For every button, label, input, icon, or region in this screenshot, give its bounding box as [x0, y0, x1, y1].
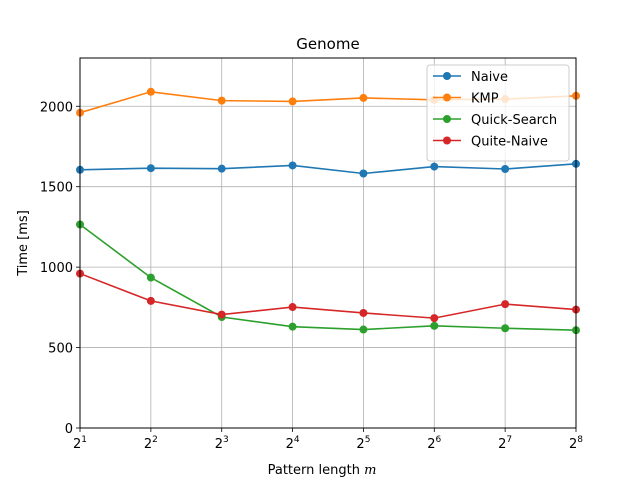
data-point-quite-naive — [288, 303, 297, 312]
x-tick-label: 25 — [356, 435, 370, 452]
x-tick-base: 2 — [144, 437, 152, 452]
x-tick-exponent: 5 — [365, 435, 371, 445]
x-tick-exponent: 2 — [152, 435, 158, 445]
legend-marker-quite-naive — [443, 136, 451, 145]
legend-label-quite-naive: Quite-Naive — [471, 135, 548, 150]
legend-label-kmp: KMP — [471, 92, 499, 107]
data-point-naive — [146, 164, 155, 173]
data-point-kmp — [359, 93, 368, 102]
data-point-quite-naive — [217, 310, 226, 319]
legend: Naive KMP Quick-Search Quite-Naive — [426, 64, 570, 162]
series-line-naive — [79, 163, 577, 175]
data-point-naive — [359, 169, 368, 178]
data-point-quick-search — [359, 325, 368, 334]
data-point-naive — [288, 161, 297, 170]
data-point-quick-search — [288, 322, 297, 331]
x-axis-title-variable: m — [364, 463, 376, 478]
data-point-quite-naive — [501, 300, 510, 309]
legend-marker-quick-search — [443, 115, 451, 123]
x-tick-base: 2 — [498, 437, 506, 452]
legend-item-quite-naive: Quite-Naive — [433, 135, 548, 150]
x-tick-exponent: 3 — [223, 435, 229, 445]
x-tick-exponent: 1 — [81, 435, 87, 445]
data-point-quick-search — [501, 324, 510, 333]
x-tick-label: 27 — [498, 435, 512, 452]
y-tick-label: 1000 — [40, 261, 73, 276]
data-point-quick-search — [146, 273, 155, 282]
data-point-quite-naive — [359, 308, 368, 317]
data-point-quite-naive — [430, 314, 439, 323]
data-point-quick-search — [430, 321, 439, 330]
y-axis-title: Time [ms] — [16, 210, 31, 277]
legend-marker-kmp — [443, 93, 451, 102]
data-point-quite-naive — [146, 296, 155, 305]
x-tick-label: 22 — [144, 435, 158, 452]
y-tick-label: 0 — [65, 422, 73, 437]
x-tick-label: 28 — [569, 435, 583, 452]
x-tick-exponent: 8 — [577, 435, 583, 445]
legend-box — [426, 64, 570, 162]
data-point-kmp — [288, 97, 297, 106]
data-point-kmp — [217, 96, 226, 105]
x-tick-base: 2 — [356, 437, 364, 452]
x-tick-label: 24 — [286, 435, 300, 452]
y-tick-label: 1500 — [40, 181, 73, 196]
x-tick-label: 21 — [73, 435, 87, 452]
plot-frame — [79, 57, 577, 429]
x-tick-base: 2 — [427, 437, 435, 452]
x-axis-title-text: Pattern length — [268, 463, 360, 478]
x-tick-exponent: 4 — [294, 435, 300, 445]
legend-marker-naive — [443, 72, 451, 80]
x-axis-title: Pattern length m — [268, 463, 377, 478]
data-point-naive — [501, 165, 510, 173]
x-tick-label: 26 — [427, 435, 441, 452]
series-line-quick-search — [79, 223, 577, 331]
legend-label-naive: Naive — [471, 70, 508, 85]
x-tick-exponent: 7 — [506, 435, 512, 445]
x-tick-base: 2 — [215, 437, 223, 452]
series-line-quite-naive — [79, 272, 577, 319]
x-tick-exponent: 6 — [436, 435, 442, 445]
data-point-naive — [430, 162, 439, 171]
x-tick-base: 2 — [286, 437, 294, 452]
legend-item-quick-search: Quick-Search — [433, 113, 557, 128]
legend-item-naive: Naive — [433, 70, 508, 85]
y-tick-label: 2000 — [40, 100, 73, 115]
x-tick-label: 23 — [215, 435, 229, 452]
data-point-kmp — [146, 87, 155, 96]
legend-item-kmp: KMP — [433, 92, 499, 107]
y-tick-label: 500 — [48, 342, 73, 357]
legend-label-quick-search: Quick-Search — [471, 113, 557, 128]
chart-title: Genome — [296, 35, 359, 53]
x-tick-base: 2 — [569, 437, 577, 452]
data-point-naive — [217, 164, 226, 173]
x-tick-base: 2 — [73, 437, 81, 452]
